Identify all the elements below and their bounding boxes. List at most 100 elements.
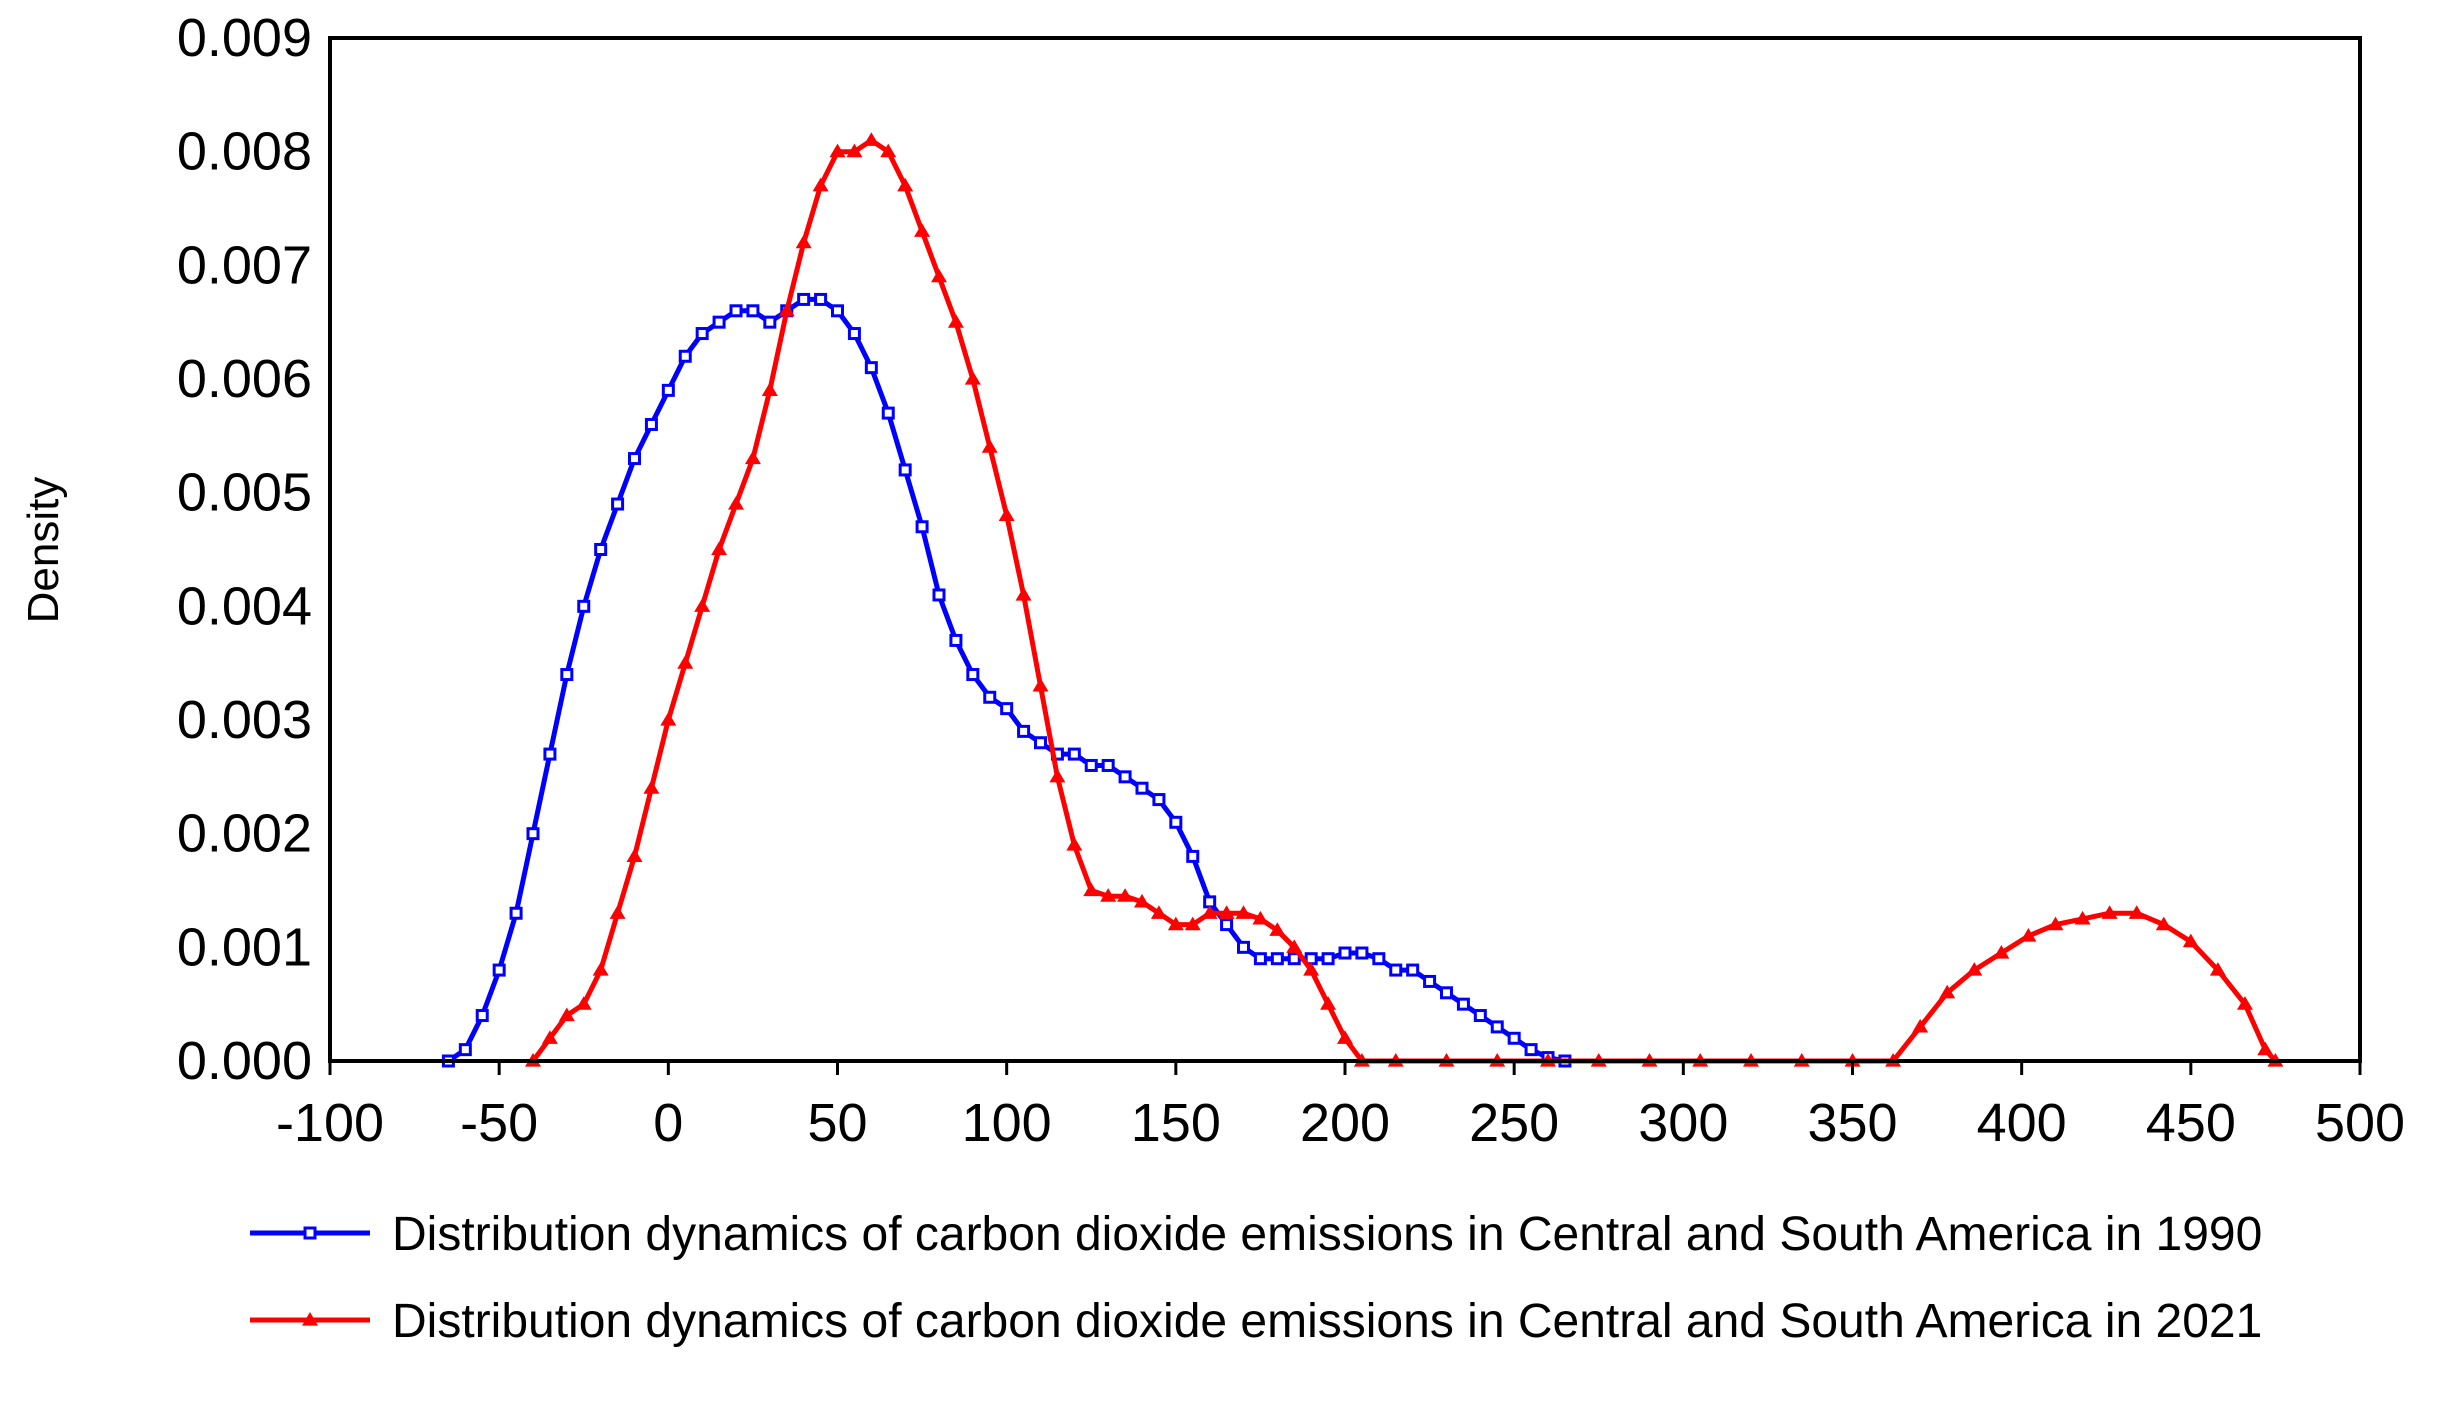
data-point [998,507,1015,521]
data-point [931,268,947,283]
data-point [1269,922,1286,936]
data-point [1372,952,1386,966]
data-point [846,143,863,158]
data-point [880,143,897,158]
data-point [458,1043,472,1057]
data-point [1303,962,1320,976]
data-point [1524,1043,1538,1057]
data-point [1220,918,1234,932]
data-point [983,690,997,704]
data-point [881,406,895,420]
x-tick-label: 350 [1807,1093,1897,1153]
y-tick-label: 0.006 [177,349,312,409]
series-layer [441,132,2284,1068]
series-1 [525,132,2284,1067]
data-point [914,223,931,237]
data-point [1066,837,1083,851]
data-point [964,371,981,385]
data-point [303,1226,317,1240]
data-point [746,304,760,318]
data-point [1355,946,1369,960]
legend-item: Distribution dynamics of carbon dioxide … [250,1295,2262,1348]
data-point [611,497,625,511]
data-point [609,905,626,919]
data-point [2074,910,2091,925]
data-point [1253,952,1267,966]
data-point [2182,933,2199,948]
data-point [644,417,658,431]
data-point [1167,916,1184,931]
x-tick-label: 400 [1977,1093,2067,1153]
y-tick-label: 0.009 [177,8,312,68]
data-point [1134,893,1150,908]
data-point [695,327,709,341]
data-point [1083,882,1100,897]
data-point [2101,905,2118,919]
data-point [1049,768,1066,783]
data-point [594,543,608,556]
data-point [1017,724,1031,738]
data-point [643,780,660,794]
data-point [1423,974,1437,988]
data-point [575,996,592,1010]
x-axis-ticks: -100 -50 0 50 100 150 200 250 300 350 400 450 500 [276,1061,2405,1153]
data-point [711,541,728,556]
data-point [949,633,963,647]
y-tick-label: 0.000 [177,1031,312,1091]
x-tick-label: 200 [1300,1093,1390,1153]
x-tick-label: 250 [1469,1093,1559,1153]
data-point [626,848,643,862]
data-point [1338,946,1352,960]
data-point [864,361,878,375]
y-axis-ticks: 0.000 0.001 0.002 0.003 0.004 0.005 0.006 0.007… [177,8,312,1091]
legend-item: Distribution dynamics of carbon dioxide … [250,1208,2262,1261]
data-point [1490,1020,1504,1034]
data-point [678,349,692,363]
data-point [2128,905,2145,919]
data-point [795,234,812,249]
x-tick-label: 50 [807,1093,867,1153]
data-point [1252,910,1269,925]
data-point [729,304,743,318]
x-tick-label: 150 [1131,1093,1221,1153]
data-point [1186,849,1200,863]
x-tick-label: 450 [2146,1093,2236,1153]
data-point [558,1007,575,1022]
data-point [541,1030,558,1044]
data-point [1015,586,1032,601]
data-point [812,177,829,192]
x-tick-label: -100 [276,1093,384,1153]
plot-frame [328,36,2362,1063]
x-tick-label: -50 [460,1093,538,1153]
data-point [915,520,929,534]
data-point [1337,1030,1353,1044]
data-point [797,292,811,306]
data-point [1117,888,1134,902]
data-point [2020,927,2037,942]
data-point [1201,905,1218,919]
data-point [592,962,609,976]
data-point [526,827,540,841]
data-point [744,450,761,465]
y-tick-label: 0.001 [177,917,312,977]
data-point [1084,758,1098,772]
y-tick-label: 0.005 [177,463,312,523]
data-point [1389,963,1403,977]
data-point [829,143,846,158]
data-point [1150,905,1167,919]
data-point [1286,939,1303,953]
data-point [1456,997,1470,1011]
data-point [1440,986,1453,1000]
data-point [863,132,880,146]
legend-label: Distribution dynamics of carbon dioxide … [392,1208,2262,1261]
data-point [560,668,574,682]
series-line [447,296,1566,1064]
data-point [577,599,591,613]
data-point [932,588,946,602]
data-point [814,292,828,306]
data-point [831,304,844,318]
y-axis-title: Density [19,477,68,624]
data-point [1152,793,1166,807]
y-tick-label: 0.002 [177,804,312,864]
